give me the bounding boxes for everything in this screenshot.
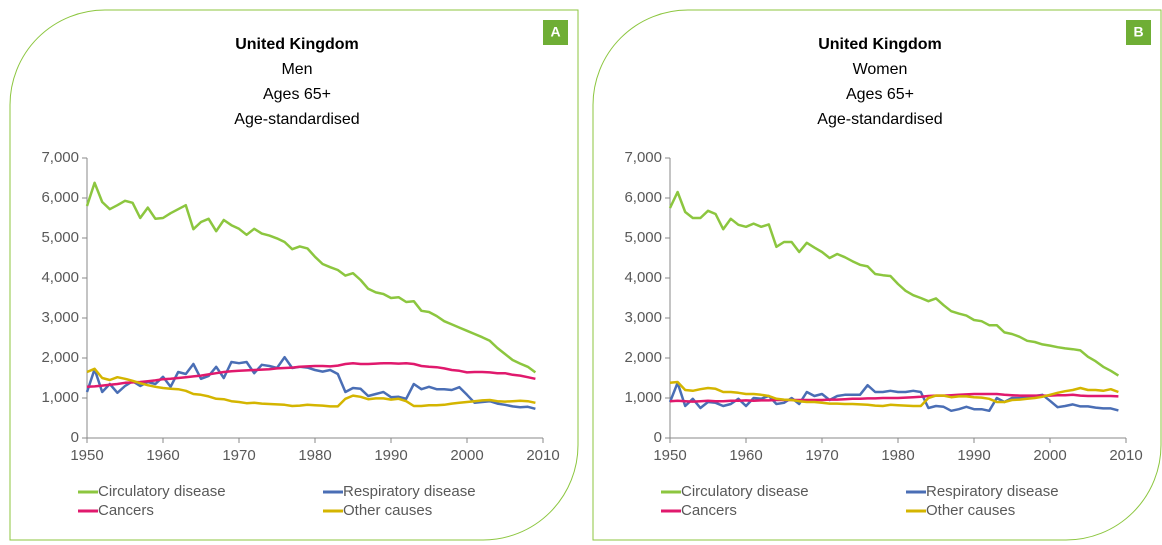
chart-title: United Kingdom [235, 36, 359, 53]
y-tick-label: 3,000 [41, 309, 79, 326]
y-tick-label: 4,000 [624, 269, 662, 286]
panel-badge [1126, 20, 1151, 45]
x-tick-label: 2000 [1033, 447, 1066, 464]
chart-subtitle: Ages 65+ [263, 86, 331, 103]
y-tick-label: 7,000 [41, 149, 79, 166]
panel-label: A [550, 24, 560, 40]
legend-label: Circulatory disease [98, 483, 226, 500]
legend-label: Respiratory disease [343, 483, 476, 500]
y-tick-label: 5,000 [41, 229, 79, 246]
legend-label: Other causes [343, 502, 432, 519]
x-tick-label: 1960 [729, 447, 762, 464]
y-tick-label: 7,000 [624, 149, 662, 166]
legend-label: Respiratory disease [926, 483, 1059, 500]
x-tick-label: 1980 [881, 447, 914, 464]
chart-subtitle: Age-standardised [817, 111, 942, 128]
x-tick-label: 2010 [526, 447, 559, 464]
x-tick-label: 1970 [805, 447, 838, 464]
series-line [669, 380, 1119, 408]
panel-label: B [1133, 24, 1143, 40]
series-line [85, 355, 536, 411]
panel-badge [543, 20, 568, 45]
y-tick-label: 2,000 [41, 349, 79, 366]
y-tick-label: 0 [71, 429, 79, 446]
y-tick-label: 5,000 [624, 229, 662, 246]
chart-subtitle: Age-standardised [234, 111, 359, 128]
series-line [86, 361, 536, 389]
x-tick-label: 2000 [450, 447, 483, 464]
series-line [86, 367, 536, 408]
x-tick-label: 1950 [653, 447, 686, 464]
legend-label: Cancers [681, 502, 737, 519]
legend-label: Other causes [926, 502, 1015, 519]
x-tick-label: 1960 [146, 447, 179, 464]
x-tick-label: 1990 [957, 447, 990, 464]
x-tick-label: 1950 [70, 447, 103, 464]
x-tick-label: 1970 [222, 447, 255, 464]
legend-label: Circulatory disease [681, 483, 809, 500]
series-line [85, 181, 537, 374]
series-line [668, 190, 1120, 377]
x-tick-label: 1990 [374, 447, 407, 464]
x-tick-label: 1980 [298, 447, 331, 464]
panel-frame [592, 9, 1162, 541]
y-tick-label: 1,000 [624, 389, 662, 406]
y-tick-label: 4,000 [41, 269, 79, 286]
x-tick-label: 2010 [1109, 447, 1142, 464]
y-tick-label: 0 [654, 429, 662, 446]
y-tick-label: 2,000 [624, 349, 662, 366]
chart-subtitle: Ages 65+ [846, 86, 914, 103]
chart-title: United Kingdom [818, 36, 942, 53]
chart-subtitle: Men [281, 61, 312, 78]
panel-frame [9, 9, 579, 541]
y-tick-label: 1,000 [41, 389, 79, 406]
chart-subtitle: Women [853, 61, 908, 78]
y-tick-label: 6,000 [41, 189, 79, 206]
y-tick-label: 6,000 [624, 189, 662, 206]
y-tick-label: 3,000 [624, 309, 662, 326]
legend-label: Cancers [98, 502, 154, 519]
